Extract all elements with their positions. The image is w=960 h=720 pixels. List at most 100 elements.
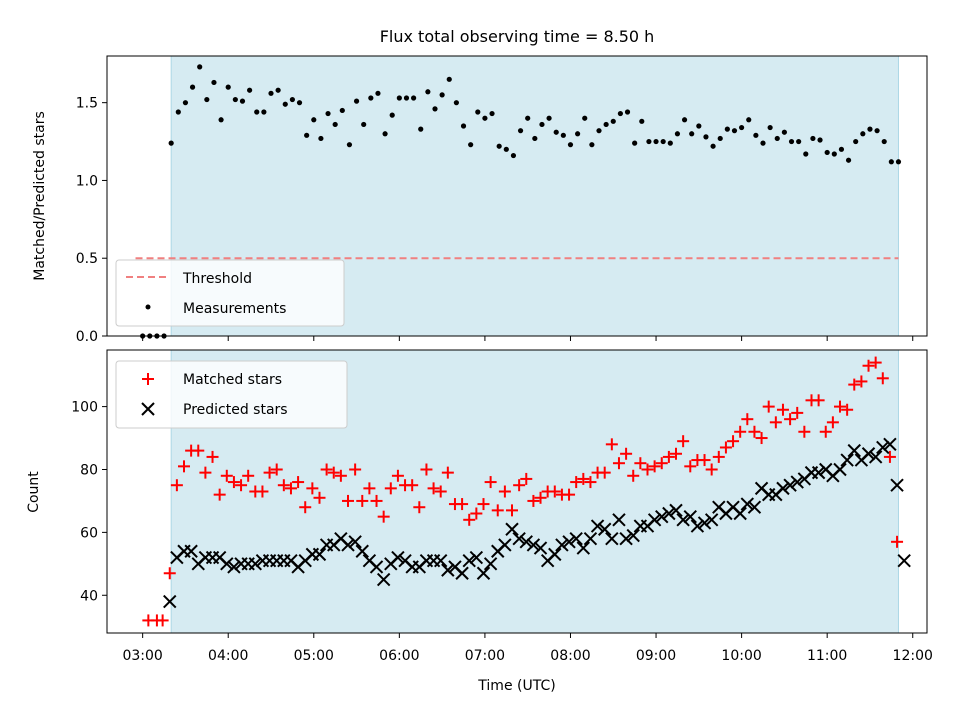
- measurement-point: [674, 131, 681, 137]
- measurement-point: [681, 117, 688, 123]
- predicted-star-point: [612, 513, 626, 527]
- predicted-star-point-b: [811, 465, 826, 480]
- matched-star-point: [834, 400, 847, 413]
- predicted-star-point-b: [455, 566, 469, 580]
- predicted-star-point-b: [334, 531, 348, 546]
- matched-star-point: [306, 482, 319, 495]
- predicted-star-points: [163, 437, 911, 609]
- matched-star-point: [527, 494, 540, 507]
- measurement-point: [660, 138, 666, 145]
- bottom-panel: 40 60 80 100 03:00 04:00 05:00 06:00 07:00 08:00…: [26, 349, 933, 694]
- measurement-point: [710, 143, 716, 149]
- predicted-star-point-b: [612, 513, 626, 527]
- top-y-tick-label: 0.5: [76, 251, 98, 267]
- predicted-star-point-b: [433, 553, 448, 568]
- matched-star-point: [684, 460, 697, 473]
- measurement-point: [881, 138, 887, 145]
- predicted-star-point: [312, 547, 327, 562]
- measurement-point: [546, 115, 552, 121]
- measurement-point: [175, 109, 181, 115]
- measurement-point: [788, 138, 795, 145]
- matched-star-point: [748, 425, 761, 438]
- bottom-y-tick-label: 40: [80, 588, 98, 604]
- matched-star-point: [698, 454, 711, 467]
- predicted-star-point-b: [704, 513, 719, 527]
- predicted-star-point-b: [868, 450, 883, 464]
- x-axis-label: Time (UTC): [477, 678, 555, 694]
- measurement-point: [803, 151, 809, 157]
- measurement-point: [525, 115, 531, 121]
- measurement-point: [624, 109, 631, 115]
- matched-star-point: [256, 485, 269, 498]
- measurement-point: [610, 118, 616, 124]
- bottom-y-tick-label: 60: [80, 525, 98, 541]
- matched-star-point: [755, 432, 768, 445]
- x-tick-label: 09:00: [636, 648, 676, 664]
- predicted-star-point: [647, 513, 662, 527]
- predicted-star-point: [690, 519, 705, 533]
- x-tick-label: 05:00: [294, 648, 334, 664]
- legend-predicted-label: Predicted stars: [183, 402, 288, 418]
- chart-title: Flux total observing time = 8.50 h: [380, 27, 655, 46]
- measurement-point: [168, 140, 174, 146]
- matched-star-point: [869, 356, 882, 369]
- matched-star-point: [534, 491, 547, 504]
- matched-star-point: [277, 479, 290, 492]
- predicted-star-point-b: [476, 566, 491, 580]
- predicted-star-point-b: [847, 443, 861, 458]
- matched-star-point: [213, 488, 226, 501]
- predicted-star-point: [605, 531, 619, 546]
- predicted-star-point-b: [883, 437, 897, 452]
- matched-star-point: [413, 501, 426, 514]
- predicted-star-point-b: [662, 506, 676, 521]
- measurement-point: [760, 140, 766, 146]
- predicted-star-point-b: [519, 535, 533, 549]
- top-y-axis-label: Matched/Predicted stars: [32, 111, 48, 281]
- matched-star-point: [855, 375, 868, 388]
- measurement-point: [361, 121, 367, 128]
- predicted-star-point: [355, 544, 369, 558]
- predicted-star-point-b: [861, 447, 876, 461]
- measurement-point: [189, 84, 196, 90]
- measurement-point: [845, 157, 852, 163]
- measurement-point: [439, 92, 445, 98]
- matched-star-point: [377, 510, 390, 523]
- matched-star-point: [862, 359, 875, 372]
- measurement-point: [296, 100, 303, 106]
- matched-star-point: [705, 463, 718, 476]
- bottom-y-axis-label: Count: [26, 471, 42, 513]
- predicted-star-point-b: [362, 553, 377, 568]
- predicted-star-point: [227, 560, 241, 574]
- matched-star-point: [284, 482, 297, 495]
- legend-measurements-label: Measurements: [183, 301, 286, 317]
- measurement-point: [425, 89, 431, 95]
- predicted-star-point-b: [754, 481, 769, 496]
- bottom-axes-frame: [106, 349, 928, 634]
- predicted-star-point: [505, 522, 519, 536]
- measurement-point: [888, 159, 894, 165]
- predicted-star-point: [704, 513, 719, 527]
- measurement-point: [617, 110, 623, 117]
- measurement-point: [667, 140, 673, 146]
- predicted-star-point: [555, 538, 569, 552]
- top-legend-box: [115, 259, 345, 327]
- matched-star-point: [349, 463, 362, 476]
- top-y-ticks: 0.0 0.5 1.0 1.5: [76, 96, 107, 345]
- predicted-star-point: [163, 594, 177, 609]
- bottom-x-ticks: 03:00 04:00 05:00 06:00 07:00 08:00 09:00 10:00…: [122, 633, 933, 664]
- predicted-star-point-b: [819, 462, 833, 477]
- predicted-star-point-b: [619, 531, 633, 546]
- predicted-star-point: [476, 566, 491, 580]
- measurement-point: [204, 96, 210, 103]
- predicted-star-point: [469, 550, 484, 565]
- predicted-star-point: [498, 538, 512, 552]
- measurement-point: [753, 132, 759, 138]
- matched-star-point: [677, 435, 690, 448]
- predicted-star-point: [733, 506, 747, 521]
- measurement-point: [475, 109, 481, 115]
- matched-star-point: [313, 491, 326, 504]
- measurement-point: [632, 140, 638, 146]
- measurement-point: [496, 143, 502, 149]
- predicted-star-point-b: [740, 497, 755, 511]
- x-tick-label: 11:00: [807, 648, 847, 664]
